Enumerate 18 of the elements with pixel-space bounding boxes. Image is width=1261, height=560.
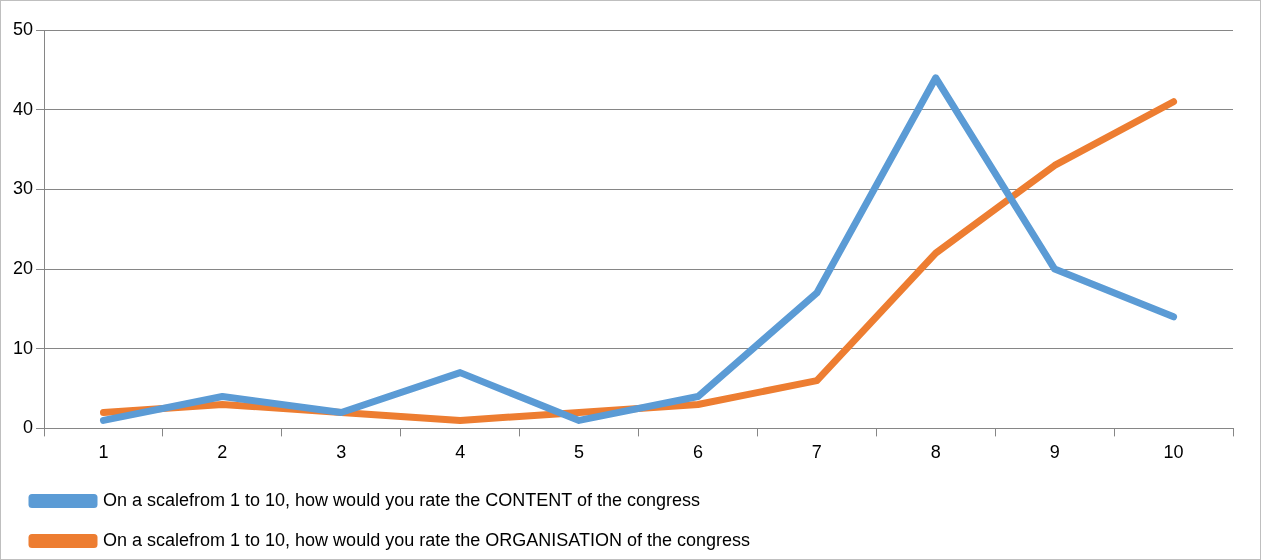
- x-tick-label: 1: [98, 442, 109, 463]
- y-tick-label: 20: [12, 258, 34, 279]
- x-tick-label: 8: [930, 442, 941, 463]
- x-tick-label: 7: [811, 442, 822, 463]
- y-tick-label: 30: [12, 178, 34, 199]
- y-tick-label: 10: [12, 337, 34, 358]
- x-tick-label: 4: [455, 442, 466, 463]
- x-tick-label: 2: [217, 442, 228, 463]
- x-tick-label: 6: [692, 442, 703, 463]
- y-tick-label: 40: [12, 98, 34, 119]
- x-tick-label: 3: [336, 442, 347, 463]
- x-tick-label: 9: [1049, 442, 1060, 463]
- legend-label: On a scalefrom 1 to 10, how would you rate the ORGANISATION of the congress: [103, 529, 750, 550]
- legend-label: On a scalefrom 1 to 10, how would you rate the CONTENT of the congress: [103, 489, 700, 510]
- x-tick-label: 10: [1163, 442, 1184, 463]
- y-tick-label: 0: [23, 417, 34, 438]
- y-tick-label: 50: [12, 18, 34, 39]
- x-tick-label: 5: [574, 442, 585, 463]
